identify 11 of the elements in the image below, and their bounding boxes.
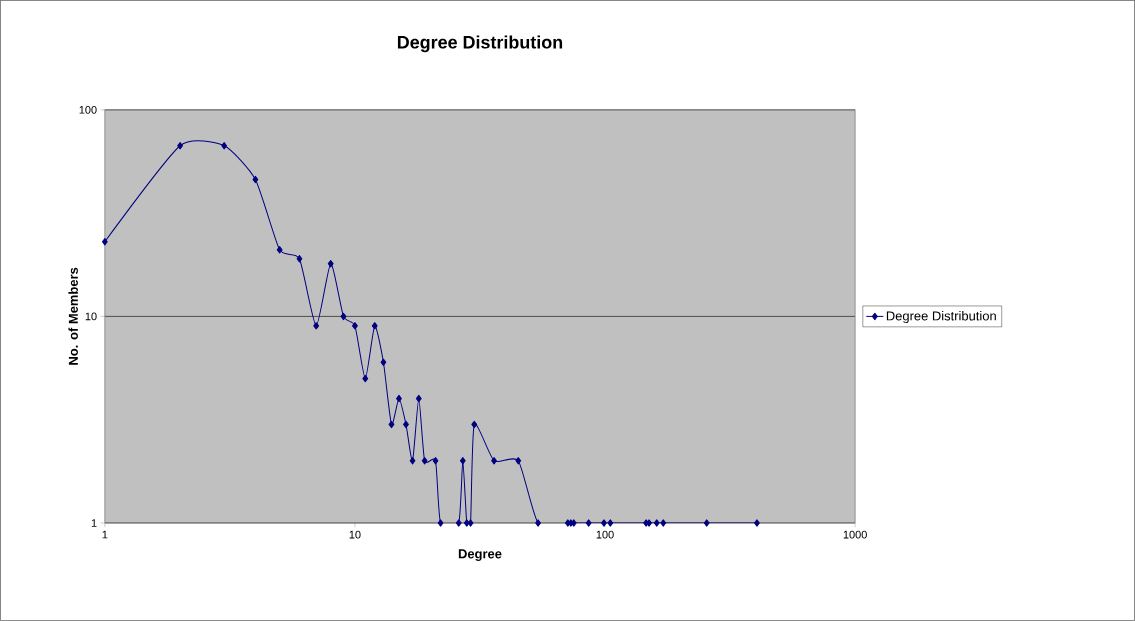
y-tick-label: 10 — [85, 312, 97, 321]
x-tick-label: 10 — [349, 530, 361, 539]
x-tick-label: 100 — [596, 530, 614, 539]
x-tick-label: 1000 — [843, 530, 867, 539]
x-axis-title: Degree — [458, 549, 502, 562]
legend-label: Degree Distribution — [886, 311, 996, 324]
y-tick-label: 1 — [91, 519, 97, 527]
x-tick-label: 1 — [102, 530, 108, 539]
y-axis-title: No. of Members — [68, 267, 78, 365]
y-tick-label: 100 — [79, 106, 97, 114]
chart-title: Degree Distribution — [397, 35, 563, 53]
